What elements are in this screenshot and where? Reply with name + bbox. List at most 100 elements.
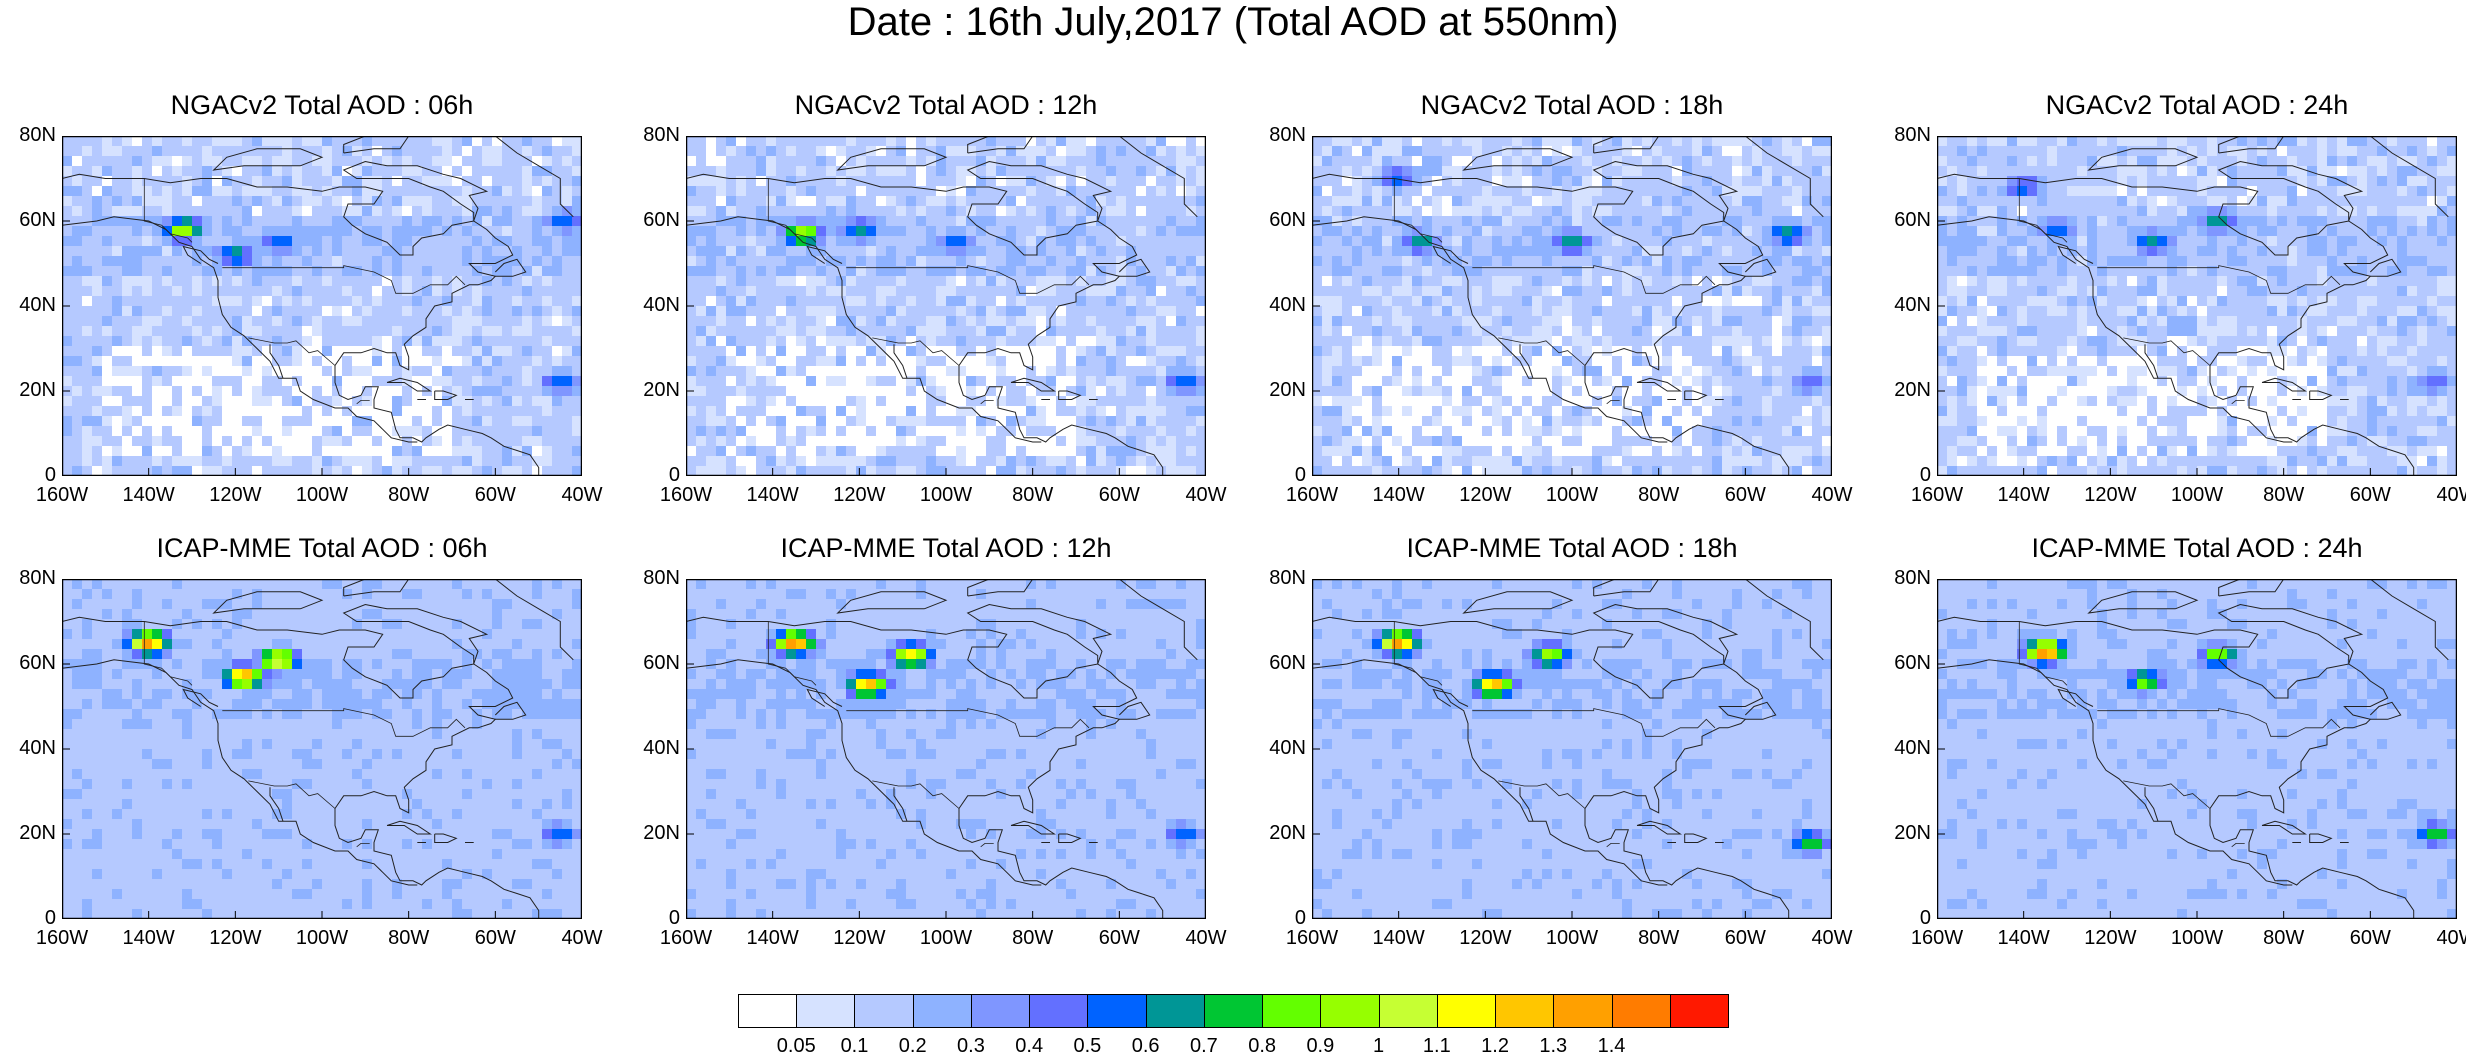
aod-cell (122, 246, 132, 256)
aod-cell (282, 416, 292, 426)
aod-cell (816, 306, 826, 316)
aod-cell (102, 256, 112, 266)
aod-cell (522, 356, 532, 366)
aod-cell (726, 346, 736, 356)
aod-cell (986, 176, 996, 186)
aod-cell (1186, 186, 1196, 196)
aod-cell (806, 226, 816, 236)
aod-cell (532, 326, 542, 336)
aod-cell (706, 226, 716, 236)
aod-cell (756, 406, 766, 416)
aod-cell (1136, 246, 1146, 256)
aod-cell (1812, 186, 1822, 196)
aod-cell (726, 236, 736, 246)
aod-cell (202, 276, 212, 286)
main-title: Date : 16th July,2017 (Total AOD at 550n… (0, 0, 2466, 44)
aod-cell (1126, 176, 1136, 186)
aod-cell (1016, 296, 1026, 306)
aod-cell (312, 446, 322, 456)
aod-cell (1156, 386, 1166, 396)
aod-cell (716, 146, 726, 156)
aod-cell (906, 176, 916, 186)
aod-cell (242, 456, 252, 466)
aod-cell (966, 426, 976, 436)
aod-cell (1342, 206, 1352, 216)
lon-tick-label: 140W (114, 484, 184, 507)
aod-cell (382, 326, 392, 336)
aod-cell (462, 336, 472, 346)
aod-cell (1772, 386, 1782, 396)
aod-cell (512, 246, 522, 256)
aod-cell (172, 256, 182, 266)
aod-cell (886, 366, 896, 376)
aod-cell (976, 246, 986, 256)
aod-cell (816, 166, 826, 176)
aod-cell (916, 356, 926, 366)
aod-cell (282, 156, 292, 166)
aod-cell (1146, 416, 1156, 426)
aod-cell (776, 306, 786, 316)
aod-cell (1066, 356, 1076, 366)
aod-cell (372, 266, 382, 276)
aod-cell (1332, 226, 1342, 236)
aod-cell (1096, 286, 1106, 296)
aod-cell (112, 346, 122, 356)
aod-cell (806, 396, 816, 406)
aod-cell (242, 276, 252, 286)
aod-cell (1452, 366, 1462, 376)
aod-cell (532, 146, 542, 156)
aod-cell (1086, 346, 1096, 356)
aod-cell (1622, 316, 1632, 326)
aod-cell (1432, 286, 1442, 296)
aod-cell (1692, 356, 1702, 366)
aod-cell (132, 376, 142, 386)
aod-cell (736, 136, 746, 146)
aod-cell (956, 426, 966, 436)
aod-cell (462, 366, 472, 376)
aod-cell (452, 346, 462, 356)
aod-cell (1422, 296, 1432, 306)
aod-cell (432, 196, 442, 206)
aod-cell (1792, 226, 1802, 236)
aod-cell (362, 406, 372, 416)
aod-cell (132, 296, 142, 306)
aod-cell (412, 136, 422, 146)
aod-cell (966, 346, 976, 356)
aod-cell (492, 176, 502, 186)
aod-cell (402, 306, 412, 316)
aod-cell (926, 446, 936, 456)
aod-cell (162, 326, 172, 336)
aod-cell (1622, 296, 1632, 306)
aod-cell (1672, 196, 1682, 206)
aod-cell (1802, 206, 1812, 216)
aod-cell (696, 366, 706, 376)
aod-cell (1312, 366, 1322, 376)
aod-cell (916, 366, 926, 376)
aod-cell (1186, 276, 1196, 286)
aod-cell (1136, 426, 1146, 436)
aod-cell (996, 456, 1006, 466)
aod-cell (1372, 356, 1382, 366)
aod-cell (162, 206, 172, 216)
aod-cell (262, 206, 272, 216)
aod-cell (252, 146, 262, 156)
aod-cell (1392, 306, 1402, 316)
aod-cell (1512, 276, 1522, 286)
aod-cell (1402, 136, 1412, 146)
aod-cell (1602, 236, 1612, 246)
aod-cell (1176, 466, 1186, 476)
aod-cell (302, 446, 312, 456)
aod-cell (1016, 386, 1026, 396)
aod-cell (82, 326, 92, 336)
aod-cell (1762, 186, 1772, 196)
aod-cell (1026, 156, 1036, 166)
aod-cell (1176, 286, 1186, 296)
aod-cell (1352, 376, 1362, 386)
aod-cell (916, 196, 926, 206)
aod-cell (1442, 336, 1452, 346)
aod-cell (1016, 456, 1026, 466)
aod-cell (1066, 316, 1076, 326)
aod-cell (382, 276, 392, 286)
aod-cell (292, 136, 302, 146)
aod-cell (432, 446, 442, 456)
